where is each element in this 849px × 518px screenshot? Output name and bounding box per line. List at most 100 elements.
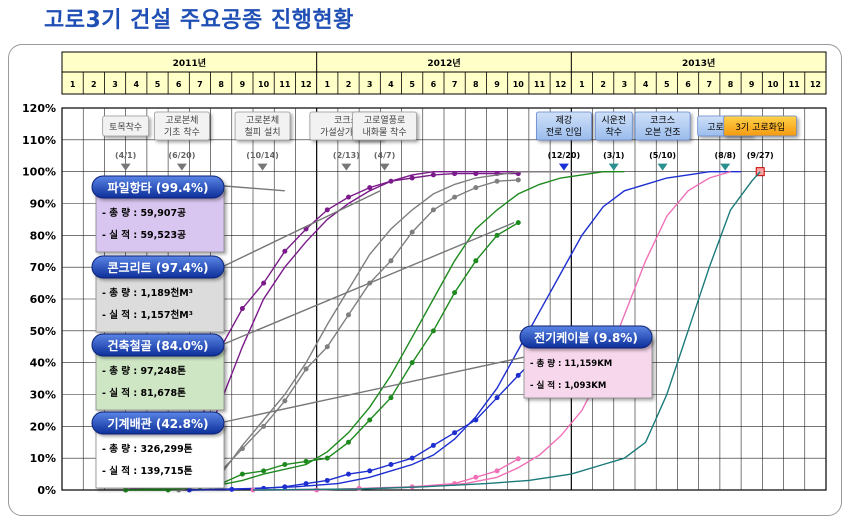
milestone-label: 코크스: [650, 115, 675, 126]
milestone-marker: [120, 163, 131, 171]
y-tick-label: 10%: [30, 452, 56, 465]
year-label: 2013년: [682, 57, 715, 69]
callout-leader: [223, 190, 381, 267]
milestone-date: (4/7): [374, 151, 395, 160]
month-label: 10: [513, 80, 525, 89]
series-point: [452, 194, 458, 200]
month-label: 2: [600, 80, 606, 89]
month-label: 8: [473, 80, 479, 89]
series-point: [473, 185, 479, 191]
series-plan-line: [189, 170, 742, 491]
milestone-box: [102, 115, 150, 137]
month-label: 3: [622, 80, 628, 89]
milestone-marker: [657, 163, 668, 171]
series-point: [388, 178, 394, 184]
series-point: [452, 171, 458, 177]
milestone-label: 철피 설치: [245, 126, 281, 138]
milestone-box: [154, 111, 210, 141]
month-label: 10: [258, 80, 270, 89]
series-point: [367, 468, 373, 474]
milestone-label: 고로본체: [165, 115, 198, 126]
series-point: [494, 468, 500, 474]
series-point: [367, 185, 373, 191]
month-label: 4: [133, 80, 139, 89]
callout-line: - 총 량 : 97,248톤: [102, 365, 186, 377]
series-point: [409, 229, 415, 235]
month-label: 5: [155, 80, 161, 89]
series-point: [239, 306, 245, 312]
milestone-box: [352, 111, 417, 141]
series-point: [346, 194, 351, 200]
month-label: 9: [240, 80, 246, 89]
y-tick-label: 60%: [30, 293, 56, 306]
month-label: 10: [767, 80, 779, 89]
series-point: [261, 280, 267, 286]
series-point: [229, 486, 235, 492]
milestone-label: 전로 인입: [546, 126, 582, 138]
milestone-date: (3/1): [603, 151, 624, 160]
month-label: 6: [431, 80, 437, 89]
series-point: [303, 481, 309, 487]
series-point: [452, 430, 458, 436]
month-label: 7: [452, 80, 458, 89]
series-point: [261, 423, 267, 429]
milestone-date: (5/10): [649, 151, 676, 160]
series-point: [494, 395, 500, 401]
milestone-marker: [341, 163, 352, 171]
month-label: 2: [346, 80, 352, 89]
series-point: [165, 487, 171, 493]
series-point: [515, 372, 521, 378]
month-label: 7: [197, 80, 203, 89]
callout-title: 전기케이블 (9.8%): [534, 330, 638, 345]
month-label: 6: [176, 80, 182, 89]
milestone-label: 착수: [605, 127, 622, 138]
month-label: 3: [112, 80, 118, 89]
milestone-marker: [720, 163, 731, 171]
series-point: [452, 290, 458, 296]
month-label: 4: [643, 80, 649, 89]
series-point: [409, 175, 415, 181]
month-label: 4: [388, 80, 394, 89]
month-label: 11: [279, 80, 291, 89]
series-point: [186, 487, 192, 493]
month-label: 11: [789, 80, 801, 89]
milestone-label: 기초 착수: [164, 127, 200, 138]
series-point: [324, 455, 330, 461]
series-point: [346, 312, 351, 318]
month-label: 7: [706, 80, 712, 89]
y-tick-label: 40%: [30, 357, 56, 370]
series-point: [303, 458, 309, 464]
series-point: [494, 178, 500, 184]
series-point: [239, 446, 245, 452]
series-point: [261, 468, 267, 474]
month-label: 8: [218, 80, 224, 89]
milestone-marker: [379, 163, 390, 171]
milestone-label: 제강: [556, 115, 573, 126]
series-point: [282, 248, 288, 254]
milestone-marker: [176, 163, 187, 171]
series-point: [494, 232, 500, 238]
series-point: [123, 487, 129, 493]
y-tick-label: 30%: [30, 389, 56, 402]
milestone-date: (8/8): [715, 151, 736, 160]
series-actual-line: [189, 353, 540, 491]
callout-leader: [223, 185, 285, 192]
callout-leader: [223, 354, 536, 423]
series-point: [324, 477, 330, 483]
month-label: 1: [70, 80, 76, 89]
month-label: 11: [534, 80, 546, 89]
callout-title-pill: [519, 325, 653, 349]
month-label: 9: [494, 80, 500, 89]
series-point: [409, 360, 415, 366]
milestone-marker: [558, 163, 569, 171]
month-label: 5: [664, 80, 670, 89]
milestone-date: (6/20): [168, 151, 195, 160]
callout-title: 파일항타 (99.4%): [108, 180, 209, 195]
milestone-label: 코크스: [334, 115, 359, 126]
month-label: 6: [685, 80, 691, 89]
series-point: [239, 471, 245, 477]
callout-line: - 실 적 : 59,523공: [102, 229, 186, 241]
series-point: [324, 207, 330, 213]
y-tick-label: 20%: [30, 420, 56, 433]
